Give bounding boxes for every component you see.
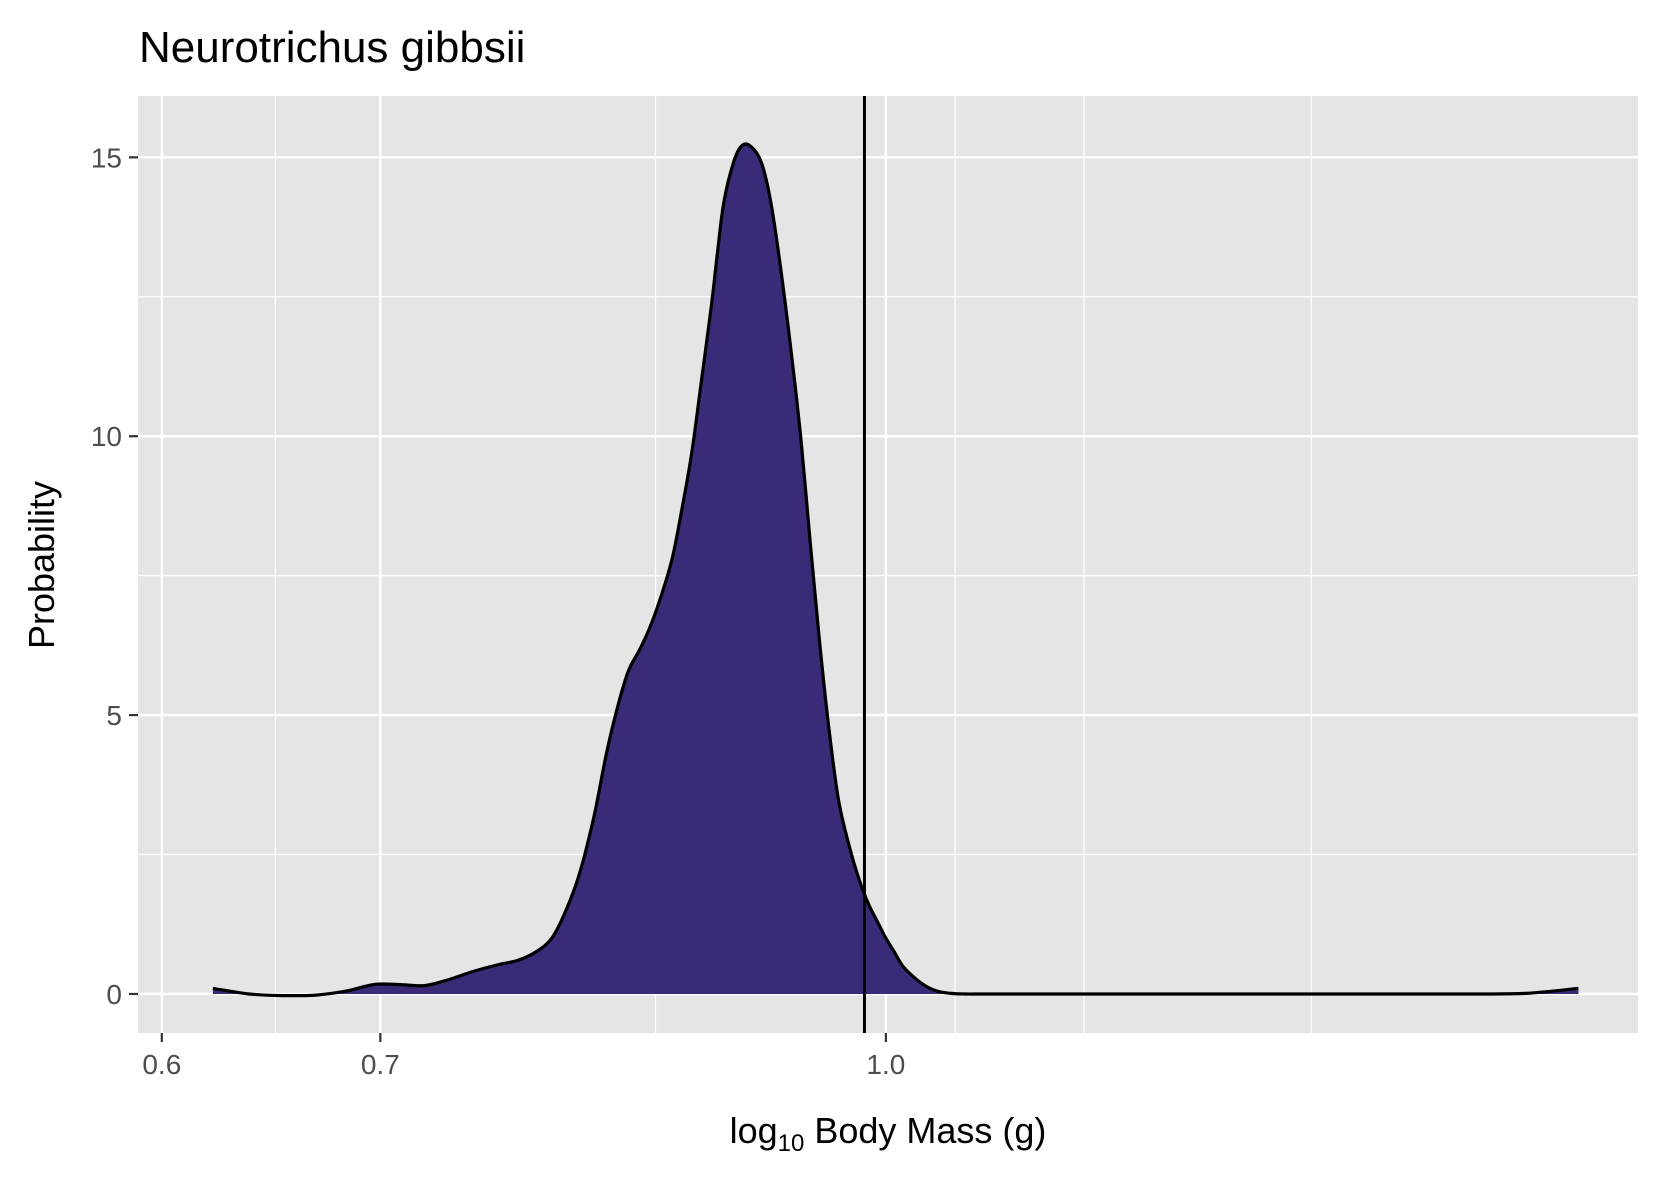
y-tick-label: 0: [106, 979, 122, 1010]
x-axis-title-suffix: Body Mass (g): [804, 1110, 1046, 1151]
x-axis: 0.6 0.7 1.0: [142, 1033, 905, 1080]
y-axis-title: Probability: [21, 481, 62, 649]
minor-gridlines: [138, 96, 1638, 1033]
x-axis-title-subscript: 10: [778, 1130, 805, 1157]
y-tick-label: 5: [106, 700, 122, 731]
y-tick-label: 15: [91, 142, 122, 173]
x-axis-title-prefix: log: [730, 1110, 778, 1151]
y-axis: 0 5 10 15: [91, 142, 138, 1010]
density-series: [212, 142, 1579, 998]
plot-panel: [138, 96, 1638, 1033]
density-line: [212, 142, 1579, 998]
x-axis-title: log10 Body Mass (g): [730, 1110, 1047, 1157]
chart-title: Neurotrichus gibbsii: [139, 23, 525, 72]
x-tick-label: 1.0: [866, 1049, 905, 1080]
y-tick-label: 10: [91, 421, 122, 452]
x-tick-label: 0.7: [361, 1049, 400, 1080]
x-tick-label: 0.6: [142, 1049, 181, 1080]
